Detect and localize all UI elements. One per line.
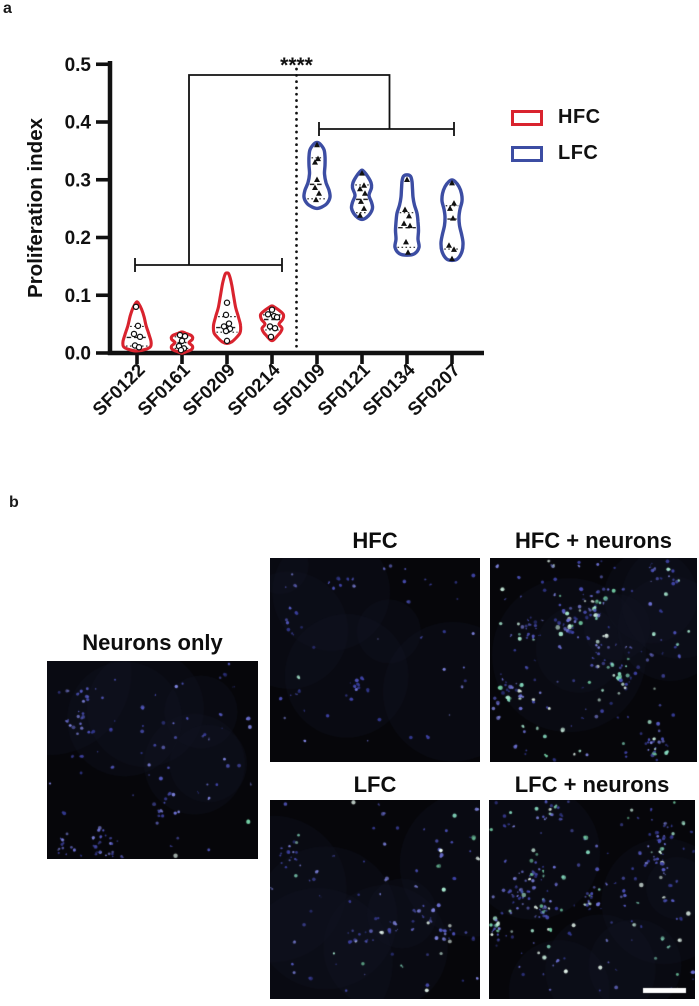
- micrograph-label-hfc-neurons: HFC + neurons: [514, 528, 673, 553]
- data-point-SF0109: [314, 141, 320, 148]
- micrograph-label-lfc: LFC: [353, 772, 397, 797]
- y-tick-label: 0.3: [65, 170, 91, 191]
- data-point-SF0134: [403, 238, 409, 245]
- legend-item-lfc: LFC: [511, 142, 601, 165]
- data-point-SF0207: [450, 215, 456, 221]
- micrograph-label-neurons-only: Neurons only: [82, 630, 223, 655]
- data-point-SF0122: [136, 333, 144, 341]
- y-tick-label: 0.0: [65, 344, 91, 365]
- data-point-SF0109: [315, 155, 321, 162]
- violin-SF0134: [393, 173, 421, 257]
- micrograph-neurons-only: [47, 661, 258, 859]
- hfc-color-swatch: [511, 109, 543, 126]
- violin-chart: **** 0.0 0.1 0.2 0.3 0.4 0.5 Proliferation inde…: [24, 54, 484, 420]
- data-point-SF0134: [406, 212, 412, 219]
- lfc-range-bracket: [318, 122, 455, 136]
- data-point-SF0121: [358, 198, 364, 204]
- data-point-SF0134: [407, 222, 413, 229]
- data-point-SF0109: [312, 184, 318, 191]
- data-point-SF0109: [316, 190, 322, 196]
- data-point-SF0109: [313, 196, 319, 203]
- data-point-SF0209: [222, 327, 230, 335]
- data-point-SF0214: [267, 333, 275, 341]
- data-point-SF0161: [176, 331, 184, 339]
- data-point-SF0122: [130, 330, 138, 338]
- micrograph-lfc: [270, 800, 480, 999]
- data-point-SF0161: [181, 333, 189, 340]
- data-point-SF0207: [447, 205, 453, 211]
- panel-a-letter: a: [3, 0, 12, 17]
- legend-item-hfc: HFC: [511, 106, 601, 129]
- significance-bracket: [188, 74, 391, 265]
- data-point-SF0121: [361, 182, 367, 188]
- violin-SF0109: [302, 140, 332, 211]
- data-point-SF0161: [178, 337, 186, 345]
- micrograph-label-lfc-neurons: LFC + neurons: [514, 772, 670, 797]
- data-point-SF0134: [402, 206, 408, 212]
- data-point-SF0209: [223, 337, 231, 345]
- data-point-SF0214: [264, 311, 272, 318]
- data-point-SF0207: [449, 255, 455, 262]
- data-point-SF0207: [451, 200, 457, 206]
- micrograph-lfc-neurons: [489, 800, 695, 999]
- data-point-SF0209: [223, 299, 231, 306]
- data-point-SF0121: [357, 185, 363, 192]
- data-point-SF0209: [225, 320, 233, 327]
- violin-SF0121: [349, 168, 375, 222]
- data-point-SF0134: [404, 176, 410, 182]
- data-point-SF0214: [268, 306, 276, 313]
- y-tick-label: 0.1: [65, 286, 92, 307]
- micrograph-label-hfc: HFC: [352, 528, 398, 553]
- data-point-SF0207: [449, 179, 455, 186]
- data-point-SF0214: [273, 313, 281, 321]
- hfc-range-bracket: [134, 258, 283, 272]
- micrograph-hfc-neurons: [490, 558, 697, 762]
- chart-legend: HFC LFC: [511, 106, 601, 165]
- significance-stars: ****: [280, 54, 314, 77]
- lfc-legend-label: LFC: [558, 142, 599, 164]
- y-tick-label: 0.4: [65, 113, 92, 134]
- data-point-SF0121: [361, 205, 367, 211]
- lfc-color-swatch: [511, 145, 543, 162]
- data-point-SF0121: [362, 190, 368, 196]
- data-point-SF0134: [405, 249, 411, 255]
- hfc-legend-label: HFC: [558, 106, 601, 128]
- data-point-SF0214: [271, 324, 279, 332]
- data-point-SF0161: [177, 346, 185, 354]
- data-point-SF0207: [446, 242, 452, 248]
- data-point-SF0207: [451, 246, 457, 252]
- data-point-SF0122: [132, 303, 140, 311]
- data-point-SF0122: [135, 344, 143, 351]
- data-point-SF0121: [359, 170, 365, 176]
- data-point-SF0209: [222, 311, 230, 319]
- data-point-SF0122: [134, 322, 142, 330]
- panel-b-letter: b: [9, 494, 19, 511]
- y-tick-label: 0.5: [65, 55, 92, 76]
- y-tick-label: 0.2: [65, 228, 91, 249]
- y-axis-title: Proliferation index: [24, 117, 47, 298]
- data-point-SF0134: [401, 220, 407, 226]
- micrograph-hfc: [270, 558, 480, 762]
- data-point-SF0109: [312, 159, 318, 165]
- data-point-SF0121: [357, 212, 363, 218]
- data-point-SF0109: [314, 176, 320, 182]
